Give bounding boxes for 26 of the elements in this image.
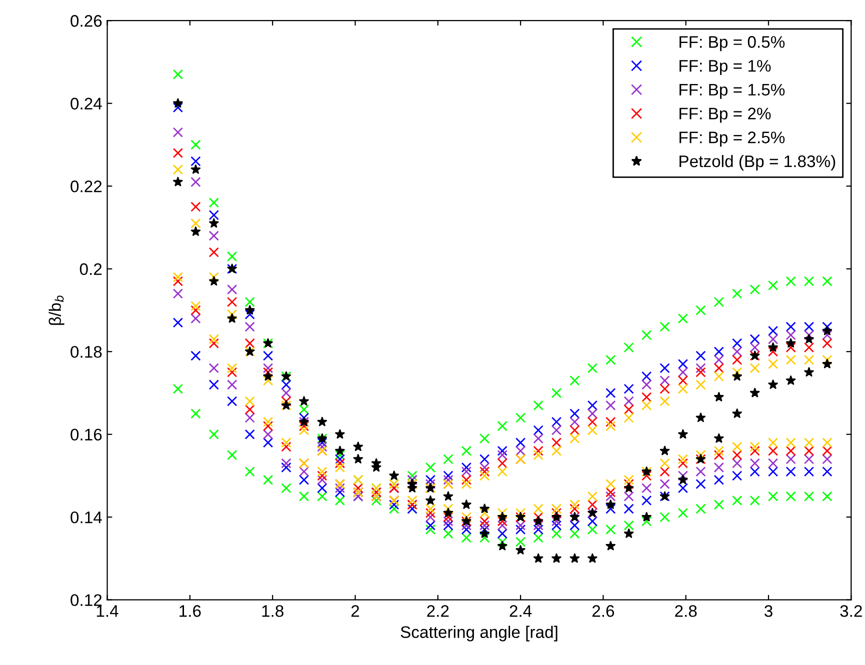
legend-label: FF: Bp = 2% (680, 108, 771, 123)
x-tick-label: 3 (764, 605, 772, 617)
x-tick-label: 3.2 (840, 605, 862, 617)
y-tick-label: 0.2 (80, 263, 102, 276)
y-tick-label: 0.18 (70, 346, 102, 358)
x-tick-label: 2.6 (592, 605, 614, 617)
y-tick-label: 0.22 (70, 180, 102, 192)
x-tick-label: 2.4 (510, 605, 532, 617)
y-tick-label: 0.24 (70, 98, 102, 110)
x-tick-label: 2 (351, 605, 360, 617)
y-tick-label: 0.16 (70, 428, 102, 441)
x-tick-label: 1.8 (262, 605, 284, 617)
x-tick-label: 1.4 (96, 605, 118, 617)
legend-label: Petzold (Bp = 1.83%) (680, 154, 836, 170)
legend-label: FF: Bp = 1% (680, 60, 771, 76)
y-tick-label: 0.14 (70, 511, 102, 524)
y-tick-label: 0.26 (70, 15, 102, 27)
legend-label: FF: Bp = 2.5% (680, 132, 785, 147)
x-tick-label: 1.6 (180, 605, 201, 617)
legend-label: FF: Bp = 1.5% (680, 84, 785, 99)
y-tick-label: 0.12 (70, 594, 102, 606)
legend-label: FF: Bp = 0.5% (680, 36, 785, 52)
x-tick-label: 2.2 (427, 605, 449, 617)
x-axis-title: Scattering angle [rad] (400, 626, 558, 642)
x-tick-label: 2.8 (675, 605, 697, 617)
y-axis-title: β/b$_{b}$ (48, 296, 64, 325)
